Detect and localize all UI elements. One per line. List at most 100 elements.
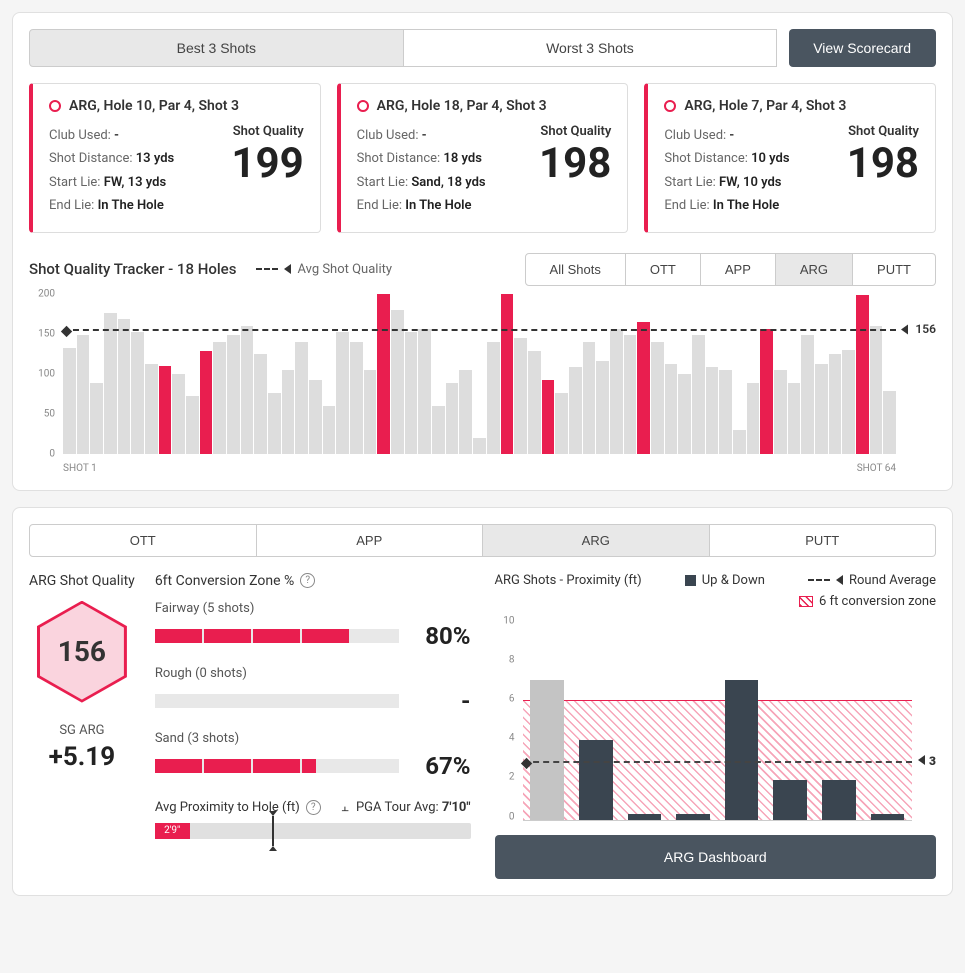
chart-bar[interactable] <box>200 351 213 453</box>
chart-bar[interactable] <box>213 342 226 454</box>
chart-bar[interactable] <box>336 332 349 454</box>
chart-bar[interactable] <box>145 364 158 454</box>
chart-bar[interactable] <box>596 361 609 454</box>
panel2-tab-arg[interactable]: ARG <box>483 524 710 557</box>
chart-bar[interactable] <box>774 370 787 453</box>
prox-bar[interactable] <box>871 814 905 820</box>
conv-bar <box>155 694 399 708</box>
shot-card[interactable]: ARG, Hole 7, Par 4, Shot 3 Club Used: - … <box>644 83 936 233</box>
chart-bar[interactable] <box>77 335 90 453</box>
tab-worst-shots[interactable]: Worst 3 Shots <box>404 29 778 67</box>
chart-bar[interactable] <box>487 342 500 454</box>
chart-bar[interactable] <box>883 391 896 453</box>
chart-bar[interactable] <box>542 380 555 454</box>
chart-bar[interactable] <box>350 342 363 454</box>
chart-bar[interactable] <box>309 380 322 454</box>
chart-bar[interactable] <box>583 342 596 454</box>
help-icon[interactable]: ? <box>300 573 315 588</box>
chart-bar[interactable] <box>377 294 390 453</box>
chart-bar[interactable] <box>118 319 131 453</box>
chart-bar[interactable] <box>323 406 336 454</box>
prox-bar[interactable] <box>773 780 807 820</box>
prox-bar[interactable] <box>530 680 564 819</box>
chart-bar[interactable] <box>254 354 267 453</box>
chart-tab-all-shots[interactable]: All Shots <box>525 253 626 286</box>
chart-bar[interactable] <box>104 313 117 454</box>
chart-bar[interactable] <box>159 366 172 454</box>
panel2-tab-ott[interactable]: OTT <box>29 524 257 557</box>
chart-bar[interactable] <box>446 383 459 453</box>
chart-bar[interactable] <box>747 383 760 453</box>
ring-icon <box>49 100 61 112</box>
chart-bar[interactable] <box>63 348 76 454</box>
prox-bar[interactable] <box>628 814 662 820</box>
chart-bar[interactable] <box>268 393 281 454</box>
pga-value: 7'10" <box>442 800 471 815</box>
chart-bar[interactable] <box>555 393 568 454</box>
chart-bar[interactable] <box>842 350 855 454</box>
arg-dashboard-button[interactable]: ARG Dashboard <box>495 835 937 879</box>
chart-tab-putt[interactable]: PUTT <box>853 253 936 286</box>
chart-bar[interactable] <box>90 383 103 453</box>
quality-value: 198 <box>847 143 919 185</box>
chart-bar[interactable] <box>706 367 719 453</box>
proximity-header: ARG Shots - Proximity (ft) Up & Down Rou… <box>495 573 937 588</box>
chart-bar[interactable] <box>788 383 801 453</box>
chart-bar[interactable] <box>829 354 842 453</box>
chart-tab-ott[interactable]: OTT <box>626 253 701 286</box>
shot-card[interactable]: ARG, Hole 10, Par 4, Shot 3 Club Used: -… <box>29 83 321 233</box>
chart-bar[interactable] <box>733 430 746 454</box>
shot-title: ARG, Hole 7, Par 4, Shot 3 <box>684 98 846 114</box>
chart-bar[interactable] <box>651 342 664 454</box>
chart-bar[interactable] <box>870 326 883 454</box>
chart-bar[interactable] <box>241 326 254 454</box>
avg-prox-label: Avg Proximity to Hole (ft) <box>155 800 300 815</box>
chart-bar[interactable] <box>473 438 486 454</box>
chart-bar[interactable] <box>760 329 773 454</box>
chart-bar[interactable] <box>295 342 308 454</box>
chart-bar[interactable] <box>528 351 541 453</box>
chart-bar[interactable] <box>610 329 623 454</box>
prox-bar[interactable] <box>725 680 759 819</box>
help-icon[interactable]: ? <box>306 800 321 815</box>
panel2-tab-putt[interactable]: PUTT <box>710 524 937 557</box>
chart-bar[interactable] <box>459 370 472 453</box>
chart-tab-arg[interactable]: ARG <box>776 253 853 286</box>
chart-bar[interactable] <box>391 310 404 454</box>
chart-bar[interactable] <box>801 335 814 453</box>
chart-bar[interactable] <box>514 338 527 453</box>
prox-bar[interactable] <box>822 780 856 820</box>
chart-bar[interactable] <box>364 370 377 453</box>
chart-bar[interactable] <box>282 370 295 453</box>
chart-bar[interactable] <box>131 332 144 454</box>
chart-bar[interactable] <box>432 406 445 454</box>
tab-best-shots[interactable]: Best 3 Shots <box>29 29 404 67</box>
prox-avg-label: 3 <box>918 754 936 768</box>
chart-bar[interactable] <box>186 396 199 454</box>
chart-bar[interactable] <box>665 364 678 454</box>
chart-bar[interactable] <box>227 335 240 453</box>
chart-bar[interactable] <box>856 295 869 453</box>
chart-bar[interactable] <box>678 374 691 454</box>
chart-tab-app[interactable]: APP <box>701 253 776 286</box>
panel2-tab-app[interactable]: APP <box>257 524 484 557</box>
chart-bar[interactable] <box>624 335 637 453</box>
conv-pct: 67% <box>415 752 471 780</box>
chart-bar[interactable] <box>692 335 705 453</box>
prox-bar[interactable] <box>676 814 710 820</box>
chart-bar[interactable] <box>637 322 650 453</box>
chart-bar[interactable] <box>418 329 431 454</box>
prox-bar[interactable] <box>579 740 613 820</box>
shots-panel: Best 3 Shots Worst 3 Shots View Scorecar… <box>12 12 953 491</box>
prox-plot-area <box>523 621 913 821</box>
avg-prox-marker <box>272 816 274 846</box>
chart-bar[interactable] <box>501 294 514 453</box>
x-label-start: SHOT 1 <box>63 463 97 474</box>
shot-card[interactable]: ARG, Hole 18, Par 4, Shot 3 Club Used: -… <box>337 83 629 233</box>
chart-bar[interactable] <box>815 364 828 454</box>
view-scorecard-button[interactable]: View Scorecard <box>789 29 936 67</box>
chart-bar[interactable] <box>719 370 732 453</box>
chart-bar[interactable] <box>405 332 418 454</box>
chart-bar[interactable] <box>569 367 582 453</box>
chart-bar[interactable] <box>172 374 185 454</box>
